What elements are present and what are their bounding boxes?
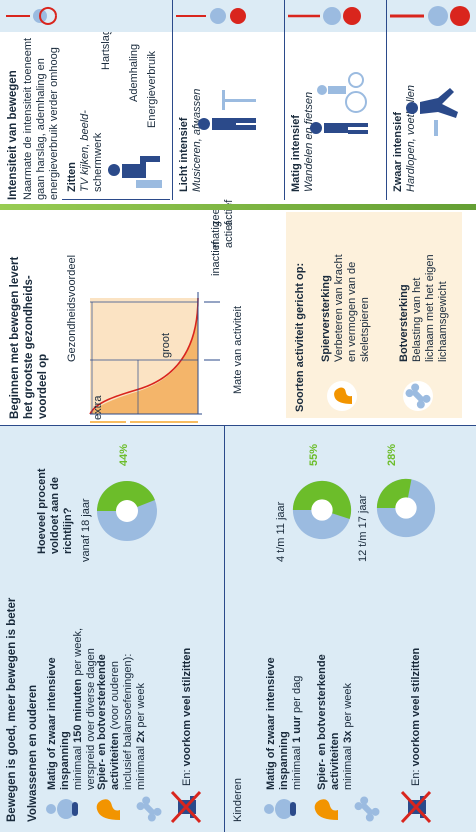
adults-heading: Volwassenen en ouderen	[27, 684, 39, 822]
pie-pct-12-17: 28%	[386, 443, 398, 466]
kids-item2: Spier- en botversterkende activiteiten m…	[316, 654, 354, 790]
x-axis-label: Mate van activiteit	[232, 305, 244, 394]
bot-icon	[403, 381, 433, 411]
intensity-desc: Naarmate de intensiteit toeneemt gaan ha…	[22, 37, 60, 200]
bone-icon	[136, 796, 162, 822]
adults-item2: Spier- en botversterkende activiteiten (…	[96, 653, 147, 790]
question: Hoeveel procent voldoet aan de richtlijn…	[36, 468, 74, 554]
pie-pct-4-11: 55%	[308, 443, 320, 466]
kids-moderate-activity-icon	[264, 799, 296, 819]
spier-icon	[327, 381, 357, 411]
label-energieverbruik: Energieverbruik	[146, 50, 158, 128]
licht-indicators	[176, 8, 246, 24]
kids-muscle-arm-icon	[314, 799, 338, 820]
zitten-indicators	[6, 7, 57, 25]
adults-item3: En: voorkom veel stilzitten	[181, 647, 193, 786]
adults-kids-divider	[224, 426, 225, 832]
activity-types-title: Soorten activiteit gericht op:	[294, 262, 306, 412]
groot-label: groot	[160, 332, 172, 358]
no-sitting-icon	[170, 790, 202, 824]
pie-label-adults: vanaf 18 jaar	[80, 498, 92, 562]
pie-label-12-17: 12 t/m 17 jaar	[357, 494, 369, 562]
muscle-arm-icon	[96, 799, 120, 820]
intensity-gradient	[0, 204, 476, 210]
pie-4-11	[292, 480, 352, 540]
guidelines-title: Bewegen is goed, meer bewegen is beter	[6, 597, 18, 822]
bot-text: Botversterking Belasting van het lichaam…	[398, 254, 449, 362]
pie-adults	[97, 481, 157, 541]
kids-item1: Matig of zwaar intensieve inspanning min…	[265, 657, 303, 790]
moderate-activity-icon	[46, 799, 78, 819]
kids-item3: En: voorkom veel stilzitten	[410, 647, 422, 786]
zwaar-indicators	[390, 6, 470, 26]
benefit-curve	[89, 297, 199, 415]
pie-pct-adults: 44%	[118, 443, 130, 466]
label-ademhaling: Ademhaling	[128, 43, 140, 102]
pie-12-17	[376, 478, 436, 538]
label-hartslag: Hartslag	[100, 29, 112, 70]
pie-adults-slice	[97, 481, 155, 511]
kids-no-sitting-icon	[400, 790, 432, 824]
extra-benefit-area	[90, 298, 198, 414]
benefit-title: Beginnen met bewegen levert het grootste…	[9, 256, 49, 419]
sitting-person-icon	[108, 156, 162, 188]
pie-label-4-11: 4 t/m 11 jaar	[275, 501, 287, 562]
kids-bone-icon	[354, 796, 380, 822]
extra-label: extra	[92, 395, 104, 420]
walking-cycling-icon	[310, 72, 368, 134]
matig-indicators	[288, 7, 361, 25]
kids-heading: Kinderen	[232, 777, 244, 822]
intensity-title: Intensiteit van bewegen	[7, 70, 19, 200]
running-icon	[406, 88, 458, 136]
level-zitten: Zitten TV kijken, beeld- schermwerk	[66, 110, 104, 192]
y-axis-label: Gezondheidsvoordeel	[66, 254, 78, 362]
spier-text: Spierversterking Verbeteren van kracht e…	[320, 254, 371, 362]
adults-item1: Matig of zwaar intensieve inspanning min…	[46, 627, 97, 790]
level-row-sep-0	[62, 199, 170, 200]
benefit-curve-chart	[89, 292, 220, 423]
musician-icon	[198, 90, 256, 130]
indicators	[6, 6, 470, 26]
